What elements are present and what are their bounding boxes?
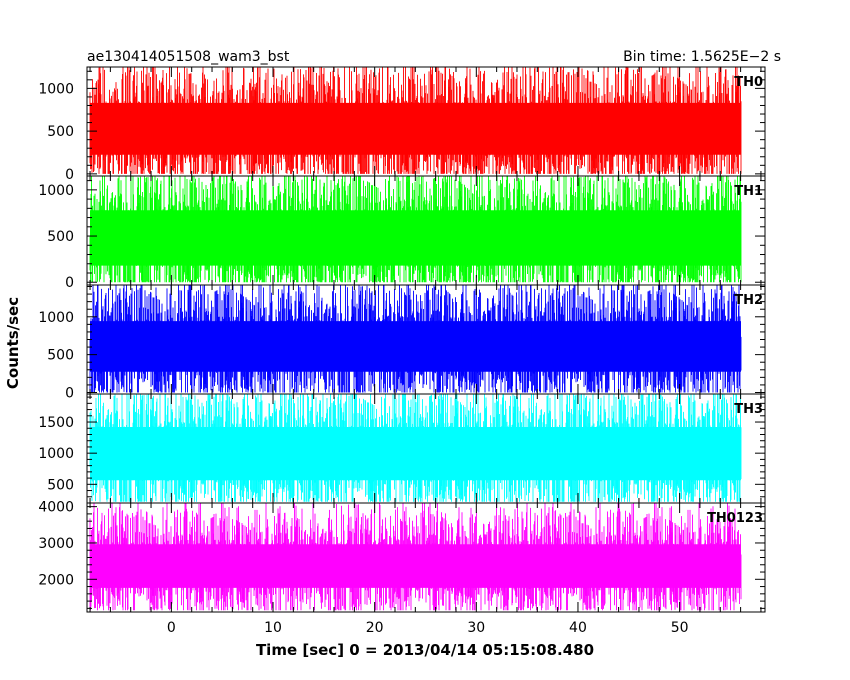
y-tick-label-th0: 1000 <box>38 81 74 97</box>
x-tick-label: 30 <box>467 620 485 636</box>
panel-label-th0123: TH0123 <box>707 511 763 526</box>
y-tick-label-th1: 500 <box>47 229 74 245</box>
series-th3-line <box>89 394 742 502</box>
panel-label-th1: TH1 <box>734 184 763 199</box>
y-tick-label-th3: 500 <box>47 477 74 493</box>
y-tick-label-th2: 0 <box>65 385 74 401</box>
y-tick-label-th0123: 2000 <box>38 572 74 588</box>
y-tick-label-th0: 0 <box>65 167 74 183</box>
x-tick-label: 50 <box>671 620 689 636</box>
panel-label-th0: TH0 <box>734 75 763 90</box>
x-tick-label: 40 <box>569 620 587 636</box>
series-th0-line <box>89 67 742 174</box>
header-left: ae130414051508_wam3_bst <box>87 49 290 65</box>
y-tick-label-th1: 0 <box>65 275 74 291</box>
series-th2-line <box>89 285 742 393</box>
y-tick-label-th3: 1000 <box>38 446 74 462</box>
y-tick-label-th0123: 4000 <box>38 500 74 516</box>
x-tick-label: 10 <box>264 620 282 636</box>
panel-label-th2: TH2 <box>734 293 763 308</box>
y-tick-label-th0: 500 <box>47 124 74 140</box>
y-axis-title: Counts/sec <box>4 297 22 389</box>
y-tick-label-th0123: 3000 <box>38 536 74 552</box>
x-tick-label: 0 <box>167 620 176 636</box>
series-th0123-line <box>89 503 742 611</box>
y-tick-label-th1: 1000 <box>38 183 74 199</box>
y-tick-label-th3: 1500 <box>38 415 74 431</box>
y-tick-label-th2: 500 <box>47 348 74 364</box>
x-axis-title: Time [sec] 0 = 2013/04/14 05:15:08.480 <box>256 641 594 659</box>
y-tick-label-th2: 1000 <box>38 310 74 326</box>
panel-label-th3: TH3 <box>734 402 763 417</box>
header-right: Bin time: 1.5625E−2 s <box>623 49 781 65</box>
x-tick-label: 20 <box>366 620 384 636</box>
series-th1-line <box>89 176 742 283</box>
